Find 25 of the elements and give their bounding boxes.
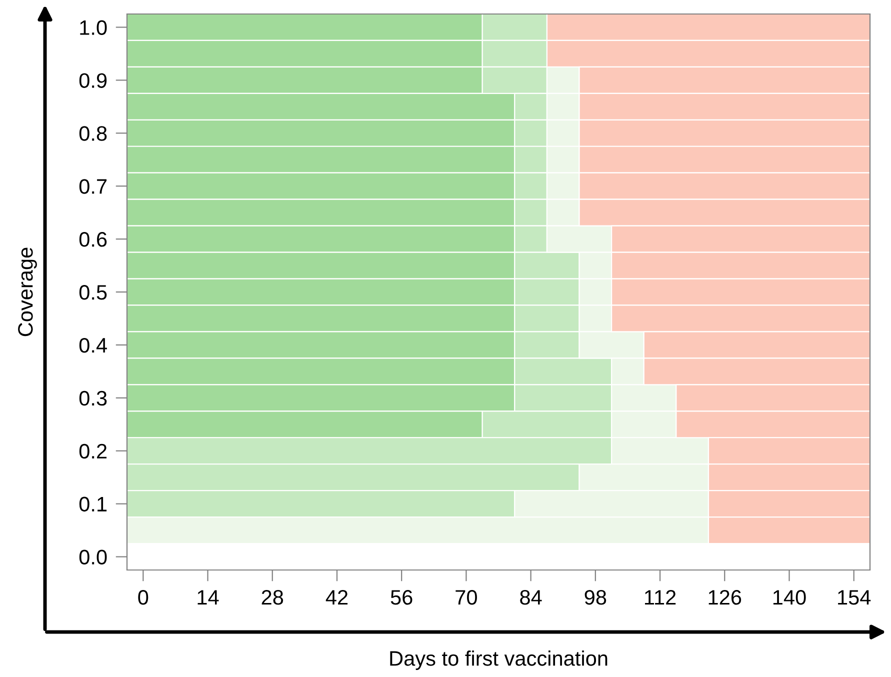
y-tick-label: 0.7 [79,179,107,194]
x-tick-label: 0 [138,590,148,605]
x-tick-label: 84 [520,590,542,605]
y-tick-label: 0.0 [79,550,107,565]
y-tick-label: 0.6 [79,232,107,247]
x-tick-label: 28 [262,590,284,605]
y-tick-label: 0.9 [79,73,107,88]
x-tick-label: 154 [838,590,871,605]
y-tick-label: 0.2 [79,444,107,459]
y-axis-title: Coverage [18,248,37,336]
y-tick-label: 0.1 [79,496,107,512]
x-tick-label: 42 [326,590,348,605]
y-tick-label: 0.3 [79,390,107,406]
y-tick-label: 1.0 [80,20,107,35]
y-tick-label: 0.4 [79,338,107,353]
x-axis-title: Days to first vaccination [390,650,608,670]
x-tick-label: 140 [773,590,806,605]
x-tick-label: 56 [390,590,412,605]
y-tick-label: 0.8 [79,126,107,141]
y-tick-label: 0.5 [79,285,107,300]
x-tick-label: 70 [456,590,477,605]
x-tick-label: 126 [708,590,742,605]
x-tick-label: 14 [198,590,219,605]
x-tick-label: 98 [584,590,606,605]
x-tick-label: 112 [645,590,676,605]
